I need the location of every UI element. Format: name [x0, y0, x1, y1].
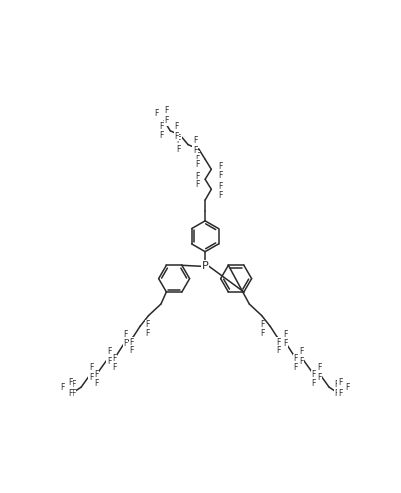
Text: F: F — [338, 389, 342, 398]
Text: F: F — [195, 160, 200, 169]
Text: F: F — [129, 338, 134, 347]
Text: F: F — [317, 373, 321, 382]
Text: F: F — [60, 383, 65, 391]
Text: F: F — [176, 136, 181, 144]
Text: F: F — [346, 383, 350, 391]
Text: F: F — [112, 354, 117, 363]
Text: P: P — [202, 260, 209, 271]
Text: F: F — [317, 363, 321, 372]
Text: F: F — [195, 172, 200, 181]
Text: F: F — [146, 329, 150, 338]
Text: F: F — [174, 132, 178, 141]
Text: F: F — [193, 136, 197, 144]
Text: F: F — [195, 152, 200, 161]
Text: F: F — [89, 363, 93, 372]
Text: F: F — [219, 171, 223, 180]
Text: F: F — [294, 354, 298, 363]
Text: F: F — [335, 380, 339, 388]
Text: F: F — [312, 379, 316, 388]
Text: F: F — [95, 379, 99, 388]
Text: F: F — [71, 389, 75, 398]
Text: F: F — [260, 320, 265, 329]
Text: F: F — [123, 339, 128, 348]
Text: F: F — [219, 163, 223, 172]
Text: F: F — [154, 108, 158, 117]
Text: F: F — [312, 370, 316, 379]
Text: F: F — [164, 106, 168, 115]
Text: F: F — [164, 116, 168, 125]
Text: F: F — [68, 378, 73, 387]
Text: F: F — [294, 363, 298, 372]
Text: F: F — [219, 191, 223, 200]
Text: F: F — [260, 329, 265, 338]
Text: F: F — [277, 347, 281, 355]
Text: F: F — [159, 122, 163, 131]
Text: F: F — [219, 182, 223, 191]
Text: F: F — [123, 329, 128, 339]
Text: F: F — [112, 363, 117, 372]
Text: F: F — [146, 320, 150, 329]
Text: F: F — [174, 122, 178, 131]
Text: F: F — [277, 338, 281, 347]
Text: F: F — [89, 373, 93, 382]
Text: F: F — [95, 370, 99, 379]
Text: F: F — [283, 339, 287, 348]
Text: F: F — [68, 389, 73, 398]
Text: F: F — [193, 145, 197, 154]
Text: F: F — [71, 380, 75, 388]
Text: F: F — [195, 180, 200, 189]
Text: F: F — [176, 145, 181, 154]
Text: F: F — [283, 329, 287, 339]
Text: F: F — [159, 131, 163, 140]
Text: F: F — [107, 356, 111, 365]
Text: F: F — [299, 356, 304, 365]
Text: F: F — [129, 347, 134, 355]
Text: F: F — [107, 347, 111, 356]
Text: F: F — [299, 347, 304, 356]
Text: F: F — [335, 389, 339, 398]
Text: F: F — [338, 378, 342, 387]
